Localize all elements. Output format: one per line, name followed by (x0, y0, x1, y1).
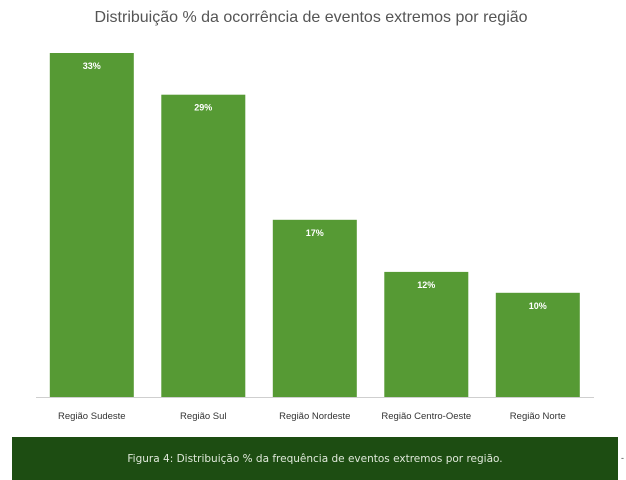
data-label: 17% (306, 228, 324, 238)
data-label: 12% (417, 280, 435, 290)
x-tick-label: Região Centro-Oeste (381, 411, 471, 422)
bar (49, 53, 134, 397)
bar (272, 219, 357, 397)
bar (161, 94, 246, 397)
x-tick-label: Região Sudeste (58, 411, 126, 422)
bar (495, 292, 580, 397)
figure-caption: Figura 4: Distribuição % da frequência d… (127, 452, 503, 465)
figure-caption-bar: Figura 4: Distribuição % da frequência d… (12, 437, 618, 480)
x-tick-label: Região Sul (180, 411, 226, 422)
bar-chart: 33% Região Sudeste 29% Região Sul 17% Região … (36, 53, 594, 422)
chart-title: Distribuição % da ocorrência de eventos … (94, 9, 528, 26)
data-label: 10% (529, 301, 547, 311)
data-label: 29% (194, 103, 212, 113)
bar (384, 271, 469, 397)
x-tick-label: Região Nordeste (279, 411, 350, 422)
x-tick-label: Região Norte (510, 411, 566, 422)
data-label: 33% (83, 61, 101, 71)
stray-mark: - (621, 453, 624, 463)
